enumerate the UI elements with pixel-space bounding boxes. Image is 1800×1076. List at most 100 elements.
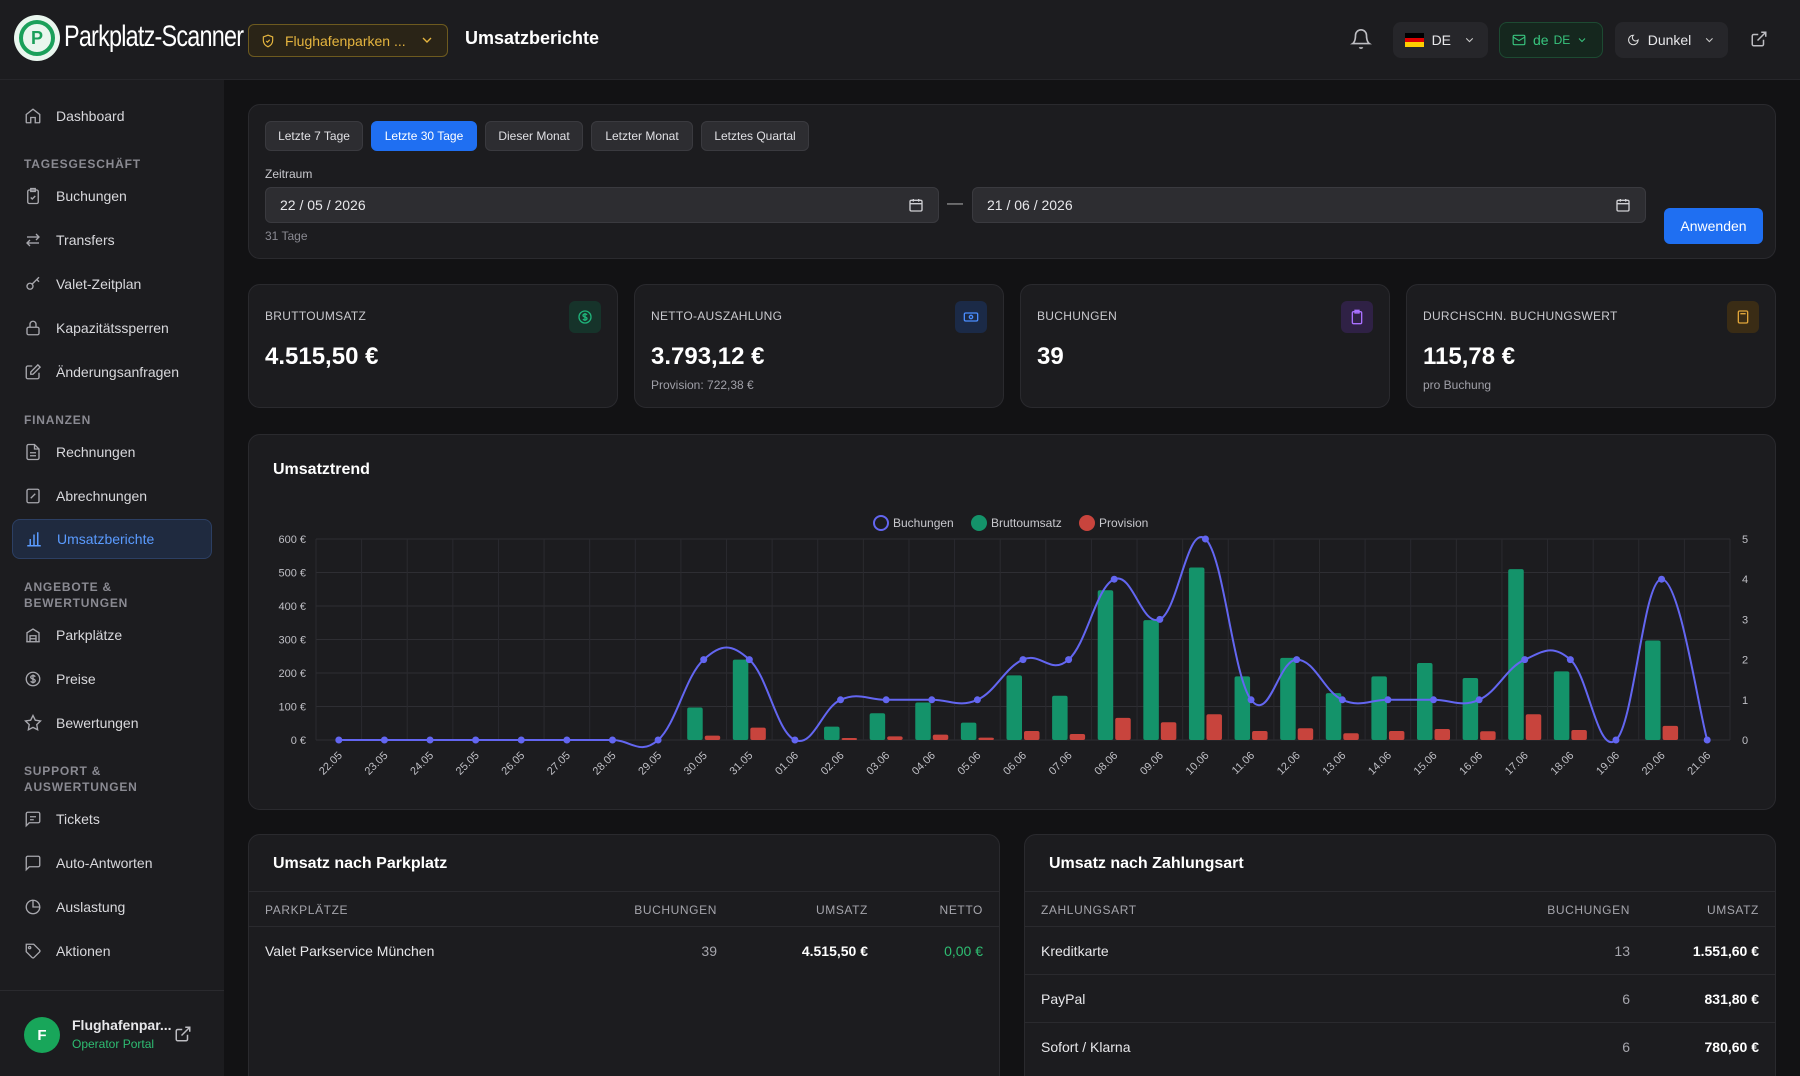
x-tick-label: 17.06 bbox=[1503, 750, 1531, 778]
point-buchungen bbox=[1475, 696, 1483, 704]
mail-language-select[interactable]: de DE bbox=[1499, 22, 1603, 58]
logo[interactable]: P bbox=[14, 15, 60, 61]
legend-label: Provision bbox=[1099, 516, 1149, 530]
calendar-icon[interactable] bbox=[908, 197, 924, 213]
date-from-value: 22 / 05 / 2026 bbox=[280, 197, 366, 213]
bar-bruttoumsatz bbox=[687, 707, 703, 740]
legend-bruttoumsatz[interactable]: Bruttoumsatz bbox=[971, 515, 1062, 531]
table-row[interactable]: Valet Parkservice München 39 4.515,50 € … bbox=[249, 927, 999, 975]
banknote-icon bbox=[963, 312, 979, 322]
file-text-icon bbox=[26, 443, 40, 461]
bar-chart-icon bbox=[27, 532, 41, 547]
sidebar-item-buchungen[interactable]: Buchungen bbox=[12, 176, 212, 216]
point-buchungen bbox=[608, 736, 616, 744]
sidebar-item-label: Tickets bbox=[56, 811, 100, 827]
bar-bruttoumsatz bbox=[1006, 675, 1022, 740]
range-this-month[interactable]: Dieser Monat bbox=[485, 121, 583, 151]
sidebar-item-label: Auto-Antworten bbox=[56, 855, 153, 871]
cell-payment-type: PayPal bbox=[1041, 991, 1086, 1007]
sidebar-item-umsatzberichte[interactable]: Umsatzberichte bbox=[12, 519, 212, 559]
bar-provision bbox=[1525, 714, 1542, 740]
calendar-icon[interactable] bbox=[1615, 197, 1631, 213]
bell-icon[interactable] bbox=[1350, 28, 1372, 50]
calculator-icon bbox=[1737, 310, 1749, 324]
range-last-7-days[interactable]: Letzte 7 Tage bbox=[265, 121, 363, 151]
col-header-zahlungsart[interactable]: ZAHLUNGSART bbox=[1041, 903, 1137, 917]
sidebar-item-aenderungen[interactable]: Änderungsanfragen bbox=[12, 352, 212, 392]
sidebar-item-transfers[interactable]: Transfers bbox=[12, 220, 212, 260]
sidebar-item-parkplaetze[interactable]: Parkplätze bbox=[12, 615, 212, 655]
x-tick-label: 03.06 bbox=[864, 750, 892, 778]
date-to-input[interactable]: 21 / 06 / 2026 bbox=[972, 187, 1646, 223]
date-separator: — bbox=[947, 195, 963, 212]
user-profile[interactable]: F Flughafenpar... Operator Portal bbox=[0, 990, 224, 1076]
bar-provision bbox=[841, 737, 858, 740]
user-name: Flughafenpar... bbox=[72, 1017, 172, 1033]
x-tick-label: 18.06 bbox=[1549, 750, 1577, 778]
col-header-umsatz[interactable]: UMSATZ bbox=[1706, 903, 1759, 917]
sidebar-item-tickets[interactable]: Tickets bbox=[12, 799, 212, 839]
external-link-icon[interactable] bbox=[174, 1025, 192, 1043]
point-buchungen bbox=[700, 656, 708, 664]
cell-payment-type: Kreditkarte bbox=[1041, 943, 1109, 959]
shield-icon bbox=[262, 34, 274, 47]
pie-chart-icon bbox=[25, 899, 41, 915]
sidebar: Dashboard TAGESGESCHÄFT Buchungen Transf… bbox=[0, 80, 224, 1076]
bar-bruttoumsatz bbox=[1553, 671, 1570, 740]
col-header-buchungen[interactable]: BUCHUNGEN bbox=[634, 903, 717, 917]
kpi-subtext: Provision: 722,38 € bbox=[651, 378, 754, 392]
legend-buchungen[interactable]: Buchungen bbox=[873, 515, 954, 531]
table-row[interactable]: PayPal 6 831,80 € bbox=[1025, 975, 1775, 1023]
sidebar-item-kapazitaet[interactable]: Kapazitätssperren bbox=[12, 308, 212, 348]
col-header-netto[interactable]: NETTO bbox=[939, 903, 983, 917]
range-last-quarter[interactable]: Letztes Quartal bbox=[701, 121, 809, 151]
sidebar-item-label: Dashboard bbox=[56, 108, 125, 124]
arrows-swap-icon bbox=[26, 233, 40, 247]
kpi-title: DURCHSCHN. BUCHUNGSWERT bbox=[1423, 309, 1618, 323]
bar-bruttoumsatz bbox=[1371, 676, 1387, 740]
range-last-30-days[interactable]: Letzte 30 Tage bbox=[371, 121, 477, 151]
table-row[interactable]: Sofort / Klarna 6 780,60 € bbox=[1025, 1023, 1775, 1071]
sidebar-item-bewertungen[interactable]: Bewertungen bbox=[12, 703, 212, 743]
bar-provision bbox=[1115, 717, 1131, 740]
external-link-icon[interactable] bbox=[1750, 30, 1768, 48]
sidebar-item-preise[interactable]: Preise bbox=[12, 659, 212, 699]
sidebar-item-label: Auslastung bbox=[56, 899, 126, 915]
bar-provision bbox=[1024, 730, 1040, 740]
bar-provision bbox=[1069, 733, 1086, 740]
kpi-icon-box bbox=[1727, 301, 1759, 333]
date-from-input[interactable]: 22 / 05 / 2026 bbox=[265, 187, 939, 223]
y-left-tick-label: 400 € bbox=[278, 601, 306, 613]
point-buchungen bbox=[1566, 656, 1574, 664]
sidebar-item-label: Bewertungen bbox=[56, 715, 139, 731]
avatar: F bbox=[24, 1017, 60, 1053]
sidebar-item-dashboard[interactable]: Dashboard bbox=[12, 96, 212, 136]
theme-select[interactable]: Dunkel bbox=[1615, 22, 1728, 58]
bar-bruttoumsatz bbox=[1143, 620, 1159, 740]
bar-bruttoumsatz bbox=[824, 726, 840, 740]
bar-bruttoumsatz bbox=[1508, 569, 1524, 740]
bar-bruttoumsatz bbox=[1234, 676, 1251, 740]
point-buchungen bbox=[1019, 656, 1027, 664]
legend-provision[interactable]: Provision bbox=[1079, 515, 1148, 531]
sidebar-item-auslastung[interactable]: Auslastung bbox=[12, 887, 212, 927]
language-select[interactable]: DE bbox=[1393, 22, 1488, 58]
range-last-month[interactable]: Letzter Monat bbox=[591, 121, 693, 151]
location-select[interactable]: Flughafenparken ... bbox=[248, 24, 448, 57]
sidebar-item-label: Aktionen bbox=[56, 943, 111, 959]
col-header-buchungen[interactable]: BUCHUNGEN bbox=[1547, 903, 1630, 917]
sidebar-item-valet[interactable]: Valet-Zeitplan bbox=[12, 264, 212, 304]
table-row[interactable]: Kreditkarte 13 1.551,60 € bbox=[1025, 927, 1775, 975]
y-right-tick-label: 3 bbox=[1742, 614, 1748, 626]
col-header-parkplaetze[interactable]: PARKPLÄTZE bbox=[265, 903, 349, 917]
cell-bookings: 13 bbox=[1614, 943, 1630, 959]
y-left-tick-label: 300 € bbox=[278, 635, 306, 647]
sidebar-item-auto-antworten[interactable]: Auto-Antworten bbox=[12, 843, 212, 883]
bar-provision bbox=[1160, 722, 1177, 740]
col-header-umsatz[interactable]: UMSATZ bbox=[815, 903, 868, 917]
apply-button[interactable]: Anwenden bbox=[1664, 208, 1763, 244]
sidebar-item-aktionen[interactable]: Aktionen bbox=[12, 931, 212, 971]
sidebar-item-rechnungen[interactable]: Rechnungen bbox=[12, 432, 212, 472]
bar-provision bbox=[978, 737, 994, 740]
sidebar-item-abrechnungen[interactable]: Abrechnungen bbox=[12, 476, 212, 516]
